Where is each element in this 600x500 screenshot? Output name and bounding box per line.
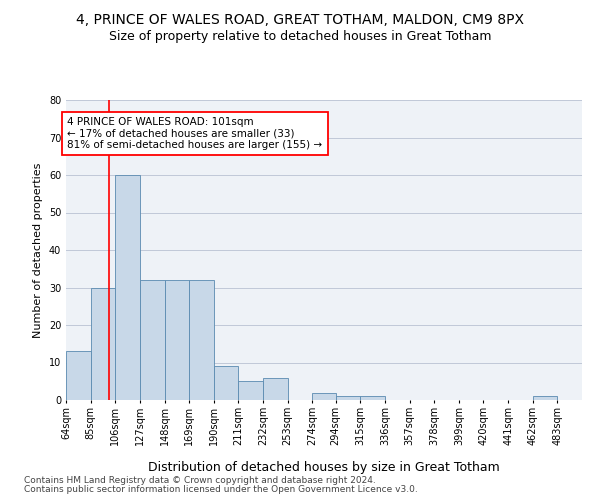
Bar xyxy=(214,366,238,400)
Bar xyxy=(91,288,115,400)
Text: Distribution of detached houses by size in Great Totham: Distribution of detached houses by size … xyxy=(148,461,500,474)
Text: Contains public sector information licensed under the Open Government Licence v3: Contains public sector information licen… xyxy=(24,485,418,494)
Text: 4, PRINCE OF WALES ROAD, GREAT TOTHAM, MALDON, CM9 8PX: 4, PRINCE OF WALES ROAD, GREAT TOTHAM, M… xyxy=(76,12,524,26)
Text: 4 PRINCE OF WALES ROAD: 101sqm
← 17% of detached houses are smaller (33)
81% of : 4 PRINCE OF WALES ROAD: 101sqm ← 17% of … xyxy=(67,117,322,150)
Text: Contains HM Land Registry data © Crown copyright and database right 2024.: Contains HM Land Registry data © Crown c… xyxy=(24,476,376,485)
Bar xyxy=(361,396,385,400)
Bar xyxy=(66,351,91,400)
Bar xyxy=(238,381,263,400)
Bar xyxy=(263,378,287,400)
Bar xyxy=(140,280,164,400)
Text: Size of property relative to detached houses in Great Totham: Size of property relative to detached ho… xyxy=(109,30,491,43)
Bar xyxy=(533,396,557,400)
Y-axis label: Number of detached properties: Number of detached properties xyxy=(33,162,43,338)
Bar xyxy=(115,175,140,400)
Bar xyxy=(189,280,214,400)
Bar xyxy=(312,392,336,400)
Bar xyxy=(164,280,189,400)
Bar xyxy=(336,396,361,400)
